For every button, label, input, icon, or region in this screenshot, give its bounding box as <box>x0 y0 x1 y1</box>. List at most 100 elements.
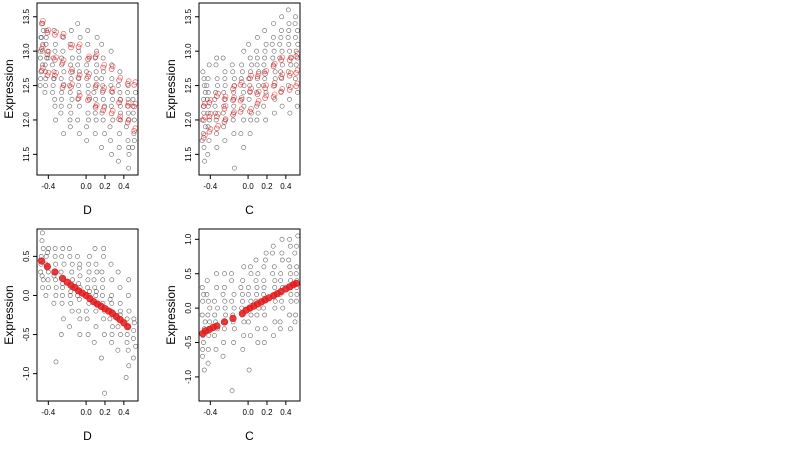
observed-point <box>293 271 299 277</box>
observed-point <box>68 76 74 82</box>
x-tick-label: 0.4 <box>280 408 292 417</box>
observed-point <box>52 253 58 259</box>
fitted-point <box>206 99 213 106</box>
observed-point <box>45 250 51 255</box>
observed-point <box>131 138 137 143</box>
observed-point <box>201 76 207 82</box>
observed-point <box>288 271 293 277</box>
fitted-point <box>86 94 92 101</box>
fitted-point <box>238 95 245 101</box>
observed-point <box>108 48 114 54</box>
observed-point <box>40 28 46 33</box>
observed-point <box>222 305 228 311</box>
observed-point <box>263 117 269 123</box>
observed-point <box>101 253 106 259</box>
fitted-point <box>279 54 286 61</box>
fitted-point <box>117 74 124 81</box>
observed-point <box>67 103 72 109</box>
y-tick-label: 13.0 <box>22 43 31 59</box>
observed-point <box>131 328 137 333</box>
x-tick-label: 0.4 <box>118 408 130 417</box>
observed-point <box>278 271 284 277</box>
observed-point <box>94 48 99 54</box>
observed-point <box>133 90 138 95</box>
observed-point <box>202 90 208 95</box>
observed-point <box>229 271 234 277</box>
fitted-point <box>116 77 122 84</box>
fitted-point <box>263 82 270 88</box>
observed-point <box>212 312 218 318</box>
observed-point <box>76 90 82 95</box>
x-axis-title: C <box>245 429 254 443</box>
observed-point <box>39 238 45 244</box>
fitted-point <box>207 97 214 103</box>
fitted-point <box>238 106 245 112</box>
observed-point <box>99 269 105 275</box>
observed-point <box>269 41 275 47</box>
observed-point <box>207 305 213 311</box>
observed-point <box>51 76 57 82</box>
fitted-point <box>53 70 59 76</box>
observed-point <box>93 289 99 294</box>
observed-point <box>202 124 208 130</box>
observed-point <box>254 312 260 318</box>
observed-point <box>100 285 105 290</box>
observed-point <box>101 69 106 75</box>
fitted-point <box>214 125 220 132</box>
observed-point <box>91 90 97 95</box>
observed-point <box>222 76 228 82</box>
observed-point <box>279 48 285 54</box>
observed-point <box>100 55 106 61</box>
observed-point <box>50 62 55 68</box>
fitted-point <box>247 88 253 95</box>
fitted-point <box>271 91 278 98</box>
fitted-point <box>43 262 52 271</box>
observed-point <box>270 243 276 249</box>
fitted-point <box>254 100 261 107</box>
observed-point <box>288 291 294 297</box>
observed-point <box>271 110 277 116</box>
observed-point <box>107 124 113 130</box>
observed-point <box>75 253 80 259</box>
observed-point <box>94 62 100 68</box>
observed-point <box>84 316 90 322</box>
observed-point <box>60 293 65 298</box>
observed-point <box>107 296 113 302</box>
fitted-point <box>230 112 236 118</box>
observed-point <box>38 35 44 40</box>
observed-point <box>240 298 245 304</box>
observed-point <box>254 285 260 290</box>
observed-point <box>67 253 73 259</box>
observed-point <box>263 41 269 47</box>
observed-point <box>125 96 131 102</box>
fitted-point <box>117 113 124 120</box>
observed-point <box>222 83 228 88</box>
observed-point <box>270 55 276 61</box>
observed-point <box>272 298 278 304</box>
x-tick-label: 0.0 <box>81 408 93 417</box>
observed-point <box>110 96 115 102</box>
observed-point <box>37 83 43 88</box>
observed-point <box>91 277 97 283</box>
observed-point <box>99 41 105 47</box>
fitted-point <box>286 87 293 93</box>
observed-point <box>221 326 227 332</box>
observed-point <box>262 48 268 54</box>
plot-frame <box>198 2 301 176</box>
observed-point <box>124 316 130 322</box>
fitted-point <box>131 103 138 110</box>
observed-point <box>118 117 123 123</box>
observed-point <box>229 298 235 304</box>
fitted-point <box>59 60 66 66</box>
observed-point <box>214 131 219 137</box>
x-axis-title: D <box>83 203 92 217</box>
observed-point <box>40 62 45 68</box>
observed-point <box>231 326 237 332</box>
fitted-point <box>100 64 106 71</box>
observed-point <box>221 124 226 130</box>
y-tick-label: 12.0 <box>22 112 31 128</box>
fitted-point <box>44 29 51 36</box>
fitted-point <box>215 111 221 117</box>
observed-point <box>59 253 65 259</box>
fitted-point <box>294 67 301 73</box>
